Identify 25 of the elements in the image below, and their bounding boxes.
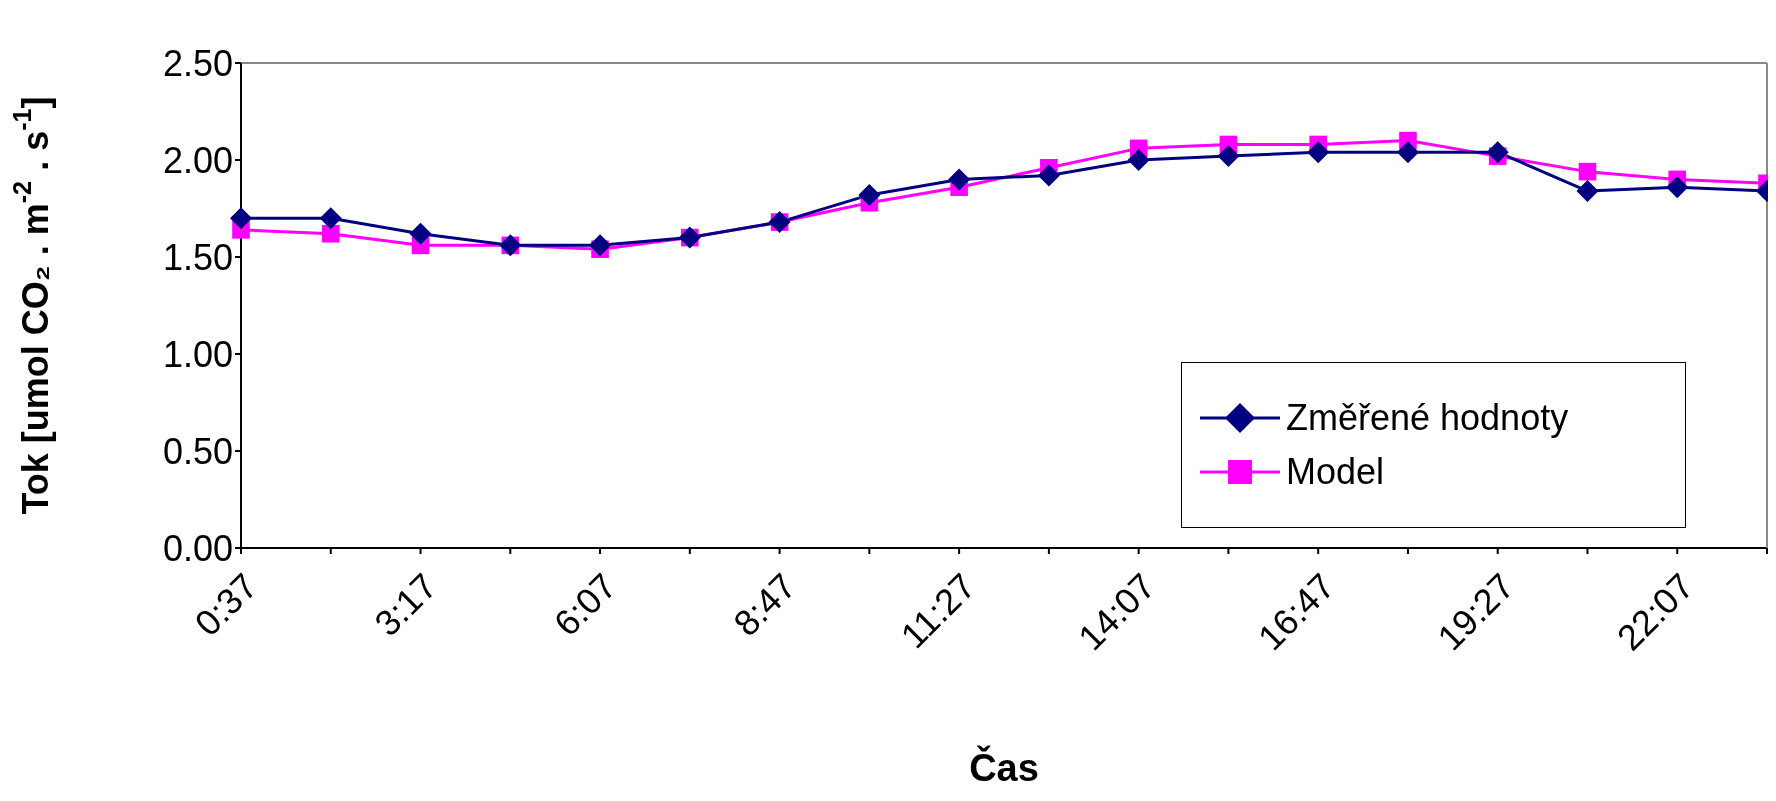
point: [858, 183, 881, 206]
legend-label: Model: [1286, 451, 1385, 493]
y-tick-label: 2.00: [162, 139, 233, 181]
y-tick-label: 0.00: [162, 527, 233, 569]
point: [1666, 176, 1689, 199]
point: [948, 168, 971, 191]
point: [1127, 149, 1150, 171]
point: [589, 234, 612, 257]
point: [230, 207, 252, 230]
point: [321, 224, 340, 243]
point: [1307, 141, 1330, 164]
y-tick-label: 0.50: [162, 430, 233, 472]
point: [1486, 141, 1509, 164]
y-tick-label: 1.50: [162, 236, 233, 278]
point: [409, 222, 432, 245]
point: [1217, 145, 1240, 168]
point: [1578, 162, 1597, 181]
point: [1037, 164, 1060, 187]
x-axis-title: Čas: [969, 745, 1039, 789]
y-tick-label: 2.50: [162, 42, 233, 84]
y-tick-label: 1.00: [162, 333, 233, 375]
point: [1396, 141, 1419, 164]
legend-label: Změřené hodnoty: [1286, 397, 1569, 439]
point: [319, 207, 342, 230]
point: [1576, 180, 1599, 203]
